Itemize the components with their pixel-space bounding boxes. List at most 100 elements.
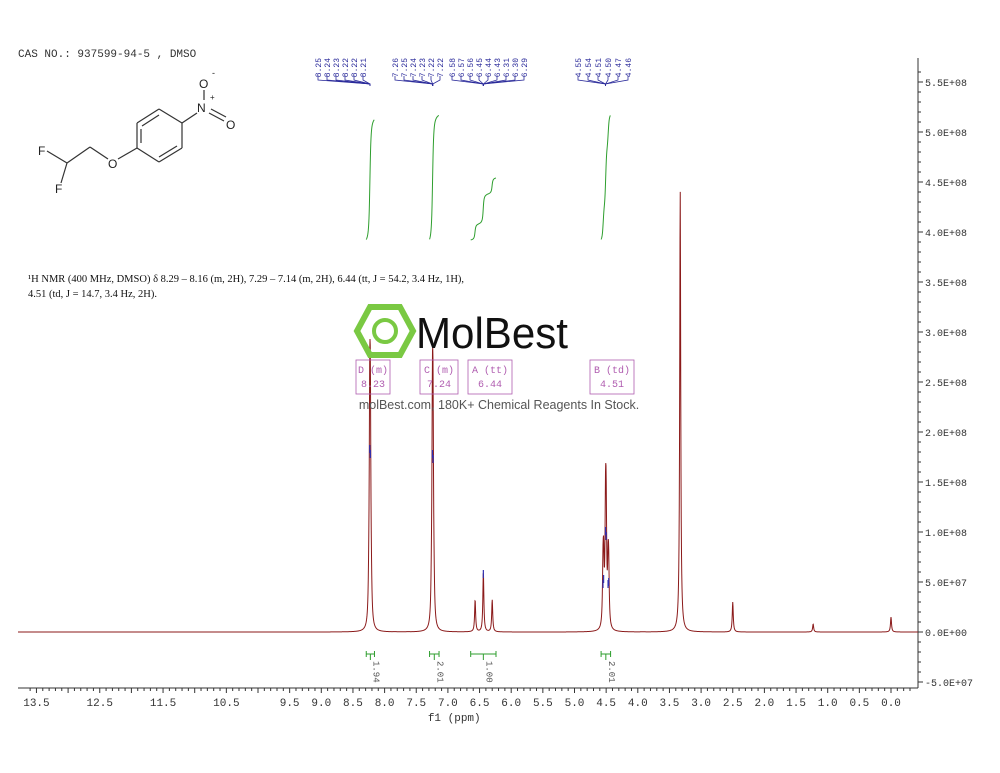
atom-o-minus: O bbox=[199, 77, 208, 91]
atom-f2: F bbox=[55, 182, 62, 196]
peak-shift-label: 8.22 bbox=[342, 58, 351, 77]
y-tick-label: 3.0E+08 bbox=[925, 329, 967, 340]
peak-shift-label: 6.29 bbox=[521, 58, 530, 77]
peak-label-connector bbox=[482, 76, 525, 86]
logo-ring-icon bbox=[372, 318, 398, 344]
logo-wordmark: MolBest bbox=[416, 309, 568, 358]
charge-plus: + bbox=[210, 93, 215, 102]
x-tick-label: 9.0 bbox=[311, 698, 331, 710]
integral-value: 2.01 bbox=[434, 661, 444, 683]
peak-shift-label: 8.23 bbox=[333, 58, 342, 77]
multiplet-label: D (m) bbox=[358, 365, 388, 377]
multiplet-shift: 6.44 bbox=[478, 380, 502, 391]
peak-shift-label: 7.22 bbox=[428, 58, 437, 77]
integral-curve bbox=[365, 119, 375, 240]
y-tick-label: 5.5E+08 bbox=[925, 79, 967, 90]
x-axis-title: f1 (ppm) bbox=[428, 713, 481, 725]
peak-shift-label: 4.47 bbox=[615, 58, 624, 77]
peak-shift-label: 6.30 bbox=[512, 58, 521, 77]
peak-shift-label: 6.43 bbox=[494, 58, 503, 77]
multiplet-label: B (td) bbox=[594, 365, 630, 377]
y-tick-label: -5.0E+07 bbox=[925, 679, 973, 690]
cas-number-text: CAS NO.: 937599-94-5 , DMSO bbox=[18, 49, 197, 61]
peak-shift-label: 4.46 bbox=[625, 58, 634, 77]
y-tick-label: 5.0E+07 bbox=[925, 579, 967, 590]
peak-shift-label: 7.22 bbox=[437, 58, 446, 77]
peak-shift-label: 8.24 bbox=[324, 58, 333, 77]
integral-value: 1.94 bbox=[370, 661, 380, 683]
nmr-description-line2: 4.51 (td, J = 14.7, 3.4 Hz, 2H). bbox=[28, 289, 157, 300]
x-tick-label: 3.5 bbox=[660, 698, 680, 710]
x-tick-label: 3.0 bbox=[691, 698, 711, 710]
atom-o-ether: O bbox=[108, 157, 117, 171]
multiplet-box bbox=[355, 359, 391, 395]
x-tick-label: 2.0 bbox=[754, 698, 774, 710]
integral-value: 2.01 bbox=[606, 661, 616, 683]
y-tick-label: 1.5E+08 bbox=[925, 479, 967, 490]
peak-shift-label: 7.23 bbox=[419, 58, 428, 77]
x-tick-label: 6.0 bbox=[501, 698, 521, 710]
multiplet-box bbox=[419, 359, 459, 395]
charge-minus: - bbox=[212, 68, 215, 78]
peak-shift-label: 6.57 bbox=[458, 58, 467, 77]
x-tick-label: 1.0 bbox=[818, 698, 838, 710]
x-tick-label: 4.0 bbox=[628, 698, 648, 710]
y-tick-label: 2.0E+08 bbox=[925, 429, 967, 440]
x-tick-label: 13.5 bbox=[23, 698, 49, 710]
integral-curve bbox=[600, 115, 611, 240]
integral-curve bbox=[429, 114, 440, 240]
peak-shift-label: 4.50 bbox=[605, 58, 614, 77]
multiplet-shift: 7.24 bbox=[427, 380, 451, 391]
molbest-watermark-logo bbox=[353, 304, 417, 358]
peak-shift-label: 6.31 bbox=[503, 58, 512, 77]
x-tick-label: 8.0 bbox=[375, 698, 395, 710]
multiplet-box bbox=[467, 359, 513, 395]
atom-o-double: O bbox=[226, 118, 235, 132]
y-tick-label: 0.0E+00 bbox=[925, 629, 967, 640]
y-tick-label: 2.5E+08 bbox=[925, 379, 967, 390]
peak-label-connector bbox=[605, 76, 629, 86]
y-tick-label: 3.5E+08 bbox=[925, 279, 967, 290]
peak-shift-label: 6.58 bbox=[449, 58, 458, 77]
molecule-bonds bbox=[46, 90, 227, 184]
peak-label-connector bbox=[432, 76, 441, 86]
integral-curve bbox=[470, 177, 497, 241]
x-tick-label: 9.5 bbox=[280, 698, 300, 710]
peak-shift-label: 6.44 bbox=[485, 58, 494, 77]
y-tick-label: 1.0E+08 bbox=[925, 529, 967, 540]
multiplet-shift: 8.23 bbox=[361, 380, 385, 391]
x-tick-label: 8.5 bbox=[343, 698, 363, 710]
peak-label-connector bbox=[362, 76, 371, 86]
watermark-tagline: molBest.com, 180K+ Chemical Reagents In … bbox=[359, 398, 639, 412]
nmr-description: ¹H NMR (400 MHz, DMSO) δ 8.29 – 8.16 (m,… bbox=[28, 272, 528, 302]
y-tick-label: 4.0E+08 bbox=[925, 229, 967, 240]
multiplet-box bbox=[589, 359, 635, 395]
x-tick-label: 1.5 bbox=[786, 698, 806, 710]
y-tick-label: 5.0E+08 bbox=[925, 129, 967, 140]
peak-shift-label: 4.51 bbox=[595, 58, 604, 77]
x-tick-label: 10.5 bbox=[213, 698, 239, 710]
molecule-structure: F F O N + O - O bbox=[38, 68, 235, 196]
logo-hexagon-icon bbox=[353, 304, 417, 358]
x-tick-label: 4.5 bbox=[596, 698, 616, 710]
integral-value: 1.00 bbox=[483, 661, 493, 683]
x-tick-label: 0.5 bbox=[849, 698, 869, 710]
x-tick-label: 7.5 bbox=[406, 698, 426, 710]
spectrum-line bbox=[18, 191, 918, 633]
peak-shift-label: 4.55 bbox=[575, 58, 584, 77]
atom-n: N bbox=[197, 101, 206, 115]
multiplet-label: A (tt) bbox=[472, 365, 508, 377]
x-tick-label: 11.5 bbox=[150, 698, 176, 710]
y-tick-label: 4.5E+08 bbox=[925, 179, 967, 190]
peak-shift-label: 8.25 bbox=[315, 58, 324, 77]
atom-f1: F bbox=[38, 144, 45, 158]
peak-shift-label: 6.56 bbox=[467, 58, 476, 77]
peak-shift-label: 4.54 bbox=[585, 58, 594, 77]
peak-shift-label: 7.26 bbox=[392, 58, 401, 77]
peak-shift-label: 7.24 bbox=[410, 58, 419, 77]
multiplet-shift: 4.51 bbox=[600, 380, 624, 391]
peak-shift-label: 8.21 bbox=[360, 58, 369, 77]
x-tick-label: 2.5 bbox=[723, 698, 743, 710]
multiplet-label: C (m) bbox=[424, 365, 454, 377]
